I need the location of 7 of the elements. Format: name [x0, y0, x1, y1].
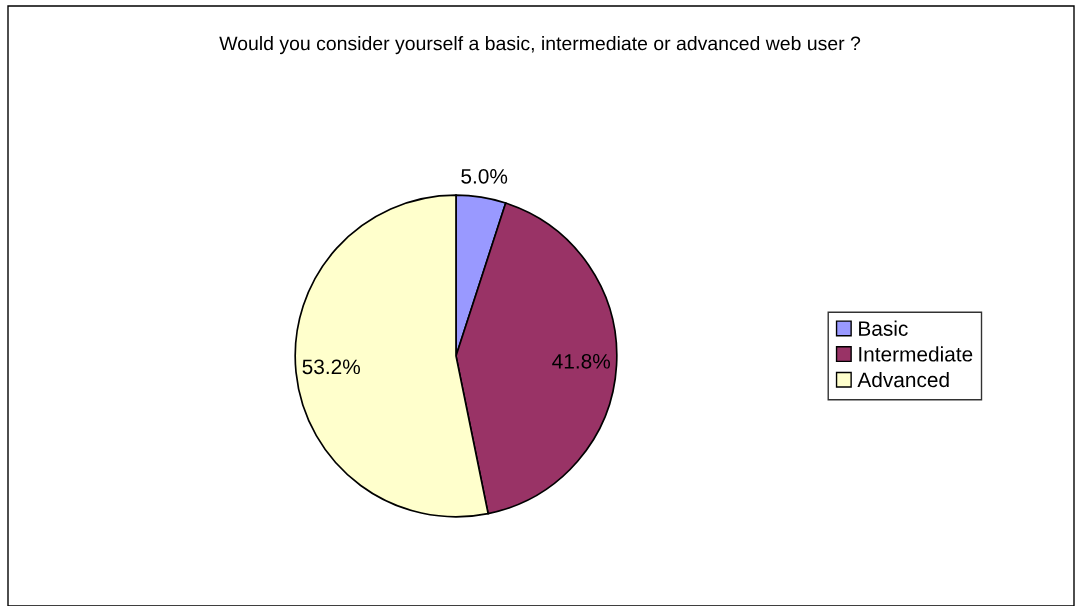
data-label: 53.2%: [302, 359, 361, 375]
legend-label: Basic: [859, 320, 908, 336]
chart-title: Would you consider yourself a basic, intermediate or advanced web user ?: [219, 36, 861, 55]
legend-label: Intermediate: [859, 346, 973, 362]
data-label: 5.0%: [461, 168, 508, 184]
data-label: 41.8%: [552, 353, 611, 369]
legend-label: Advanced: [857, 371, 949, 388]
